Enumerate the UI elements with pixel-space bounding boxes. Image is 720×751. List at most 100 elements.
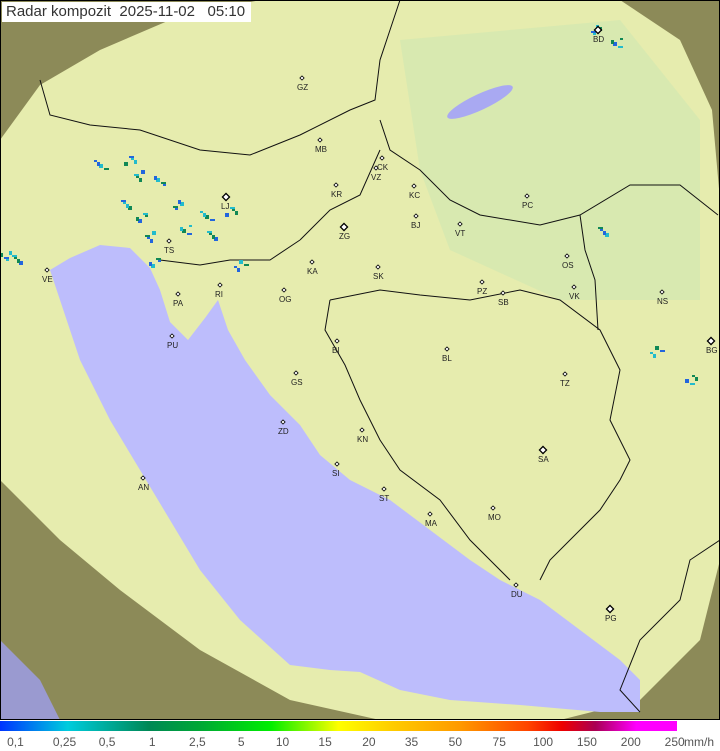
city-marker-icon	[334, 461, 340, 467]
radar-echo	[136, 217, 139, 221]
radar-echo	[143, 213, 148, 215]
legend-tick: 0,25	[52, 735, 77, 749]
city-ve[interactable]: VE	[42, 267, 53, 284]
city-ck[interactable]: CK	[377, 155, 389, 172]
city-bj[interactable]: BJ	[411, 213, 420, 230]
radar-echo	[232, 209, 235, 211]
city-label: NS	[657, 297, 668, 306]
city-lj[interactable]: LJ	[221, 192, 231, 211]
radar-echo	[163, 184, 166, 186]
city-label: KC	[409, 191, 420, 200]
city-mb[interactable]: MB	[315, 137, 327, 154]
city-marker-icon	[373, 165, 379, 171]
city-pu[interactable]: PU	[167, 333, 178, 350]
city-label: VT	[455, 229, 465, 238]
city-kr[interactable]: KR	[331, 182, 342, 199]
radar-echo	[104, 168, 109, 170]
city-pz[interactable]: PZ	[477, 279, 487, 296]
radar-echo	[97, 162, 100, 166]
city-ri[interactable]: RI	[215, 282, 223, 299]
city-tz[interactable]: TZ	[560, 371, 570, 388]
legend-color-bar	[0, 721, 677, 731]
city-zd[interactable]: ZD	[278, 419, 289, 436]
city-marker-icon	[444, 346, 450, 352]
legend-tick: 15	[318, 735, 332, 749]
radar-echo	[203, 213, 206, 217]
radar-echo	[154, 176, 157, 180]
city-marker-icon	[339, 222, 349, 232]
radar-echo	[618, 46, 623, 48]
city-marker-icon	[280, 419, 286, 425]
legend-tick: 0,1	[7, 735, 24, 749]
radar-echo	[655, 346, 659, 350]
radar-echo	[605, 233, 609, 237]
radar-echo	[141, 170, 145, 174]
city-label: VZ	[371, 173, 381, 182]
city-bi[interactable]: BI	[332, 338, 340, 355]
legend-tick: 20	[362, 735, 376, 749]
city-vk[interactable]: VK	[569, 284, 580, 301]
city-vt[interactable]: VT	[455, 221, 465, 238]
radar-echo	[239, 260, 243, 264]
city-marker-icon	[659, 289, 665, 295]
city-ka[interactable]: KA	[307, 259, 318, 276]
city-bl[interactable]: BL	[442, 346, 452, 363]
city-st[interactable]: ST	[379, 486, 389, 503]
city-marker-icon	[379, 155, 385, 161]
city-pg[interactable]: PG	[605, 604, 617, 623]
city-label: GS	[291, 378, 303, 387]
city-og[interactable]: OG	[279, 287, 291, 304]
radar-echo	[695, 377, 698, 381]
city-ts[interactable]: TS	[164, 238, 174, 255]
city-sk[interactable]: SK	[373, 264, 384, 281]
radar-echo	[19, 261, 23, 265]
city-gz[interactable]: GZ	[297, 75, 308, 92]
city-pa[interactable]: PA	[173, 291, 184, 308]
city-marker-icon	[593, 25, 603, 35]
city-marker-icon	[334, 338, 340, 344]
city-bd[interactable]: BD	[593, 25, 604, 44]
city-os[interactable]: OS	[562, 253, 574, 270]
city-label: SB	[498, 298, 509, 307]
city-label: CK	[377, 163, 389, 172]
radar-echo	[180, 227, 183, 231]
city-label: DU	[511, 590, 523, 599]
radar-echo	[182, 229, 186, 233]
city-kc[interactable]: KC	[409, 183, 420, 200]
city-zg[interactable]: ZG	[339, 222, 350, 241]
radar-echo	[613, 42, 617, 46]
radar-echo	[156, 178, 160, 182]
city-pc[interactable]: PC	[522, 193, 533, 210]
radar-echo	[591, 31, 596, 33]
city-kn[interactable]: KN	[357, 427, 368, 444]
city-marker-icon	[317, 137, 323, 143]
city-label: OS	[562, 261, 574, 270]
radar-echo	[210, 219, 215, 221]
legend-unit: mm/h	[684, 735, 714, 749]
radar-echo	[685, 379, 689, 383]
city-marker-icon	[538, 445, 548, 455]
legend-tick: 150	[576, 735, 597, 749]
radar-echo	[214, 237, 218, 241]
radar-echo	[136, 176, 139, 178]
city-ma[interactable]: MA	[425, 511, 438, 528]
radar-echo	[600, 229, 603, 231]
radar-echo	[152, 231, 156, 235]
radar-echo	[129, 156, 134, 158]
city-label: MO	[488, 513, 501, 522]
radar-echo	[237, 268, 240, 272]
city-vz[interactable]: VZ	[371, 165, 381, 182]
radar-echo	[178, 200, 181, 204]
city-si[interactable]: SI	[332, 461, 340, 478]
city-sa[interactable]: SA	[538, 445, 549, 464]
legend-tick: 0,5	[98, 735, 116, 749]
city-bg[interactable]: BG	[706, 336, 718, 355]
city-sb[interactable]: SB	[498, 290, 509, 307]
city-gs[interactable]: GS	[291, 370, 303, 387]
city-du[interactable]: DU	[511, 582, 523, 599]
radar-echo	[4, 257, 9, 259]
city-mo[interactable]: MO	[488, 505, 501, 522]
city-an[interactable]: AN	[138, 475, 149, 492]
city-ns[interactable]: NS	[657, 289, 668, 306]
